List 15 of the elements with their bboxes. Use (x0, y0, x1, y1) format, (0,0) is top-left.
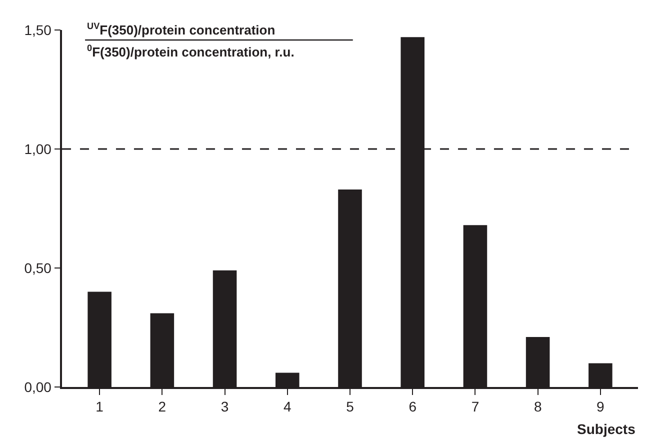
y-tick-label: 0,50 (24, 260, 52, 276)
x-tick-label: 5 (346, 398, 354, 415)
x-tick-label: 4 (283, 398, 292, 415)
x-tick-label: 2 (158, 398, 166, 415)
x-axis-title: Subjects (577, 421, 636, 437)
y-tick-label: 1,50 (24, 22, 52, 38)
x-tick-label: 7 (471, 398, 480, 415)
x-tick-label: 3 (220, 398, 229, 415)
x-tick-label: 6 (408, 398, 417, 415)
y-tick-label: 0,00 (24, 378, 52, 395)
x-tick-label: 9 (596, 398, 605, 415)
y-axis-title: $^{UV}$F(350)/protein concentration $^{0}$F(350)/protein concentration, r.u. (87, 21, 294, 60)
x-tick-label: 8 (534, 398, 542, 415)
y-tick-label: 1,00 (24, 140, 52, 157)
x-tick-label: 1 (96, 398, 104, 415)
